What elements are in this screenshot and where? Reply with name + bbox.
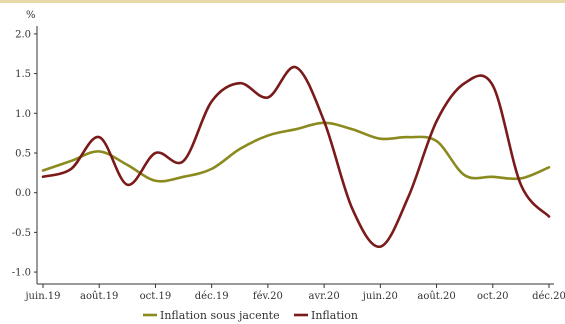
x-tick-label: fév.20	[253, 291, 283, 302]
y-tick-label: -1.0	[12, 268, 31, 279]
top-border-line	[0, 0, 565, 3]
x-tick-label: oct.20	[477, 291, 509, 302]
x-tick-label: juin.20	[362, 291, 398, 302]
x-tick-label: juin.19	[24, 291, 60, 302]
y-tick-label: 0.5	[15, 149, 31, 160]
x-tick-label: déc.20	[532, 291, 565, 302]
legend: Inflation sous jacente Inflation	[143, 309, 358, 322]
y-axis-unit-label: %	[26, 10, 36, 21]
y-tick-label: -0.5	[12, 228, 31, 239]
x-ticks-group: juin.19 août.19 oct.19 déc.19 fév.20 avr.20 ju…	[24, 284, 565, 302]
y-tick-label: 0.0	[15, 188, 31, 199]
x-tick-label: avr.20	[309, 291, 340, 302]
legend-label: Inflation	[311, 309, 358, 322]
y-ticks-group: 2.0 1.5 1.0 0.5 0.0 -0.5 -1.0	[12, 29, 37, 279]
series-line-inflation-sous-jacente	[41, 121, 551, 183]
legend-label: Inflation sous jacente	[160, 309, 280, 322]
y-tick-label: 2.0	[15, 29, 31, 40]
x-tick-label: août.19	[80, 291, 118, 302]
y-tick-label: 1.0	[15, 109, 31, 120]
y-tick-label: 1.5	[15, 69, 31, 80]
x-tick-label: août.20	[417, 291, 455, 302]
series-line-inflation	[41, 65, 551, 248]
x-tick-label: oct.19	[140, 291, 172, 302]
series-group	[41, 65, 551, 248]
x-tick-label: déc.19	[195, 291, 229, 302]
